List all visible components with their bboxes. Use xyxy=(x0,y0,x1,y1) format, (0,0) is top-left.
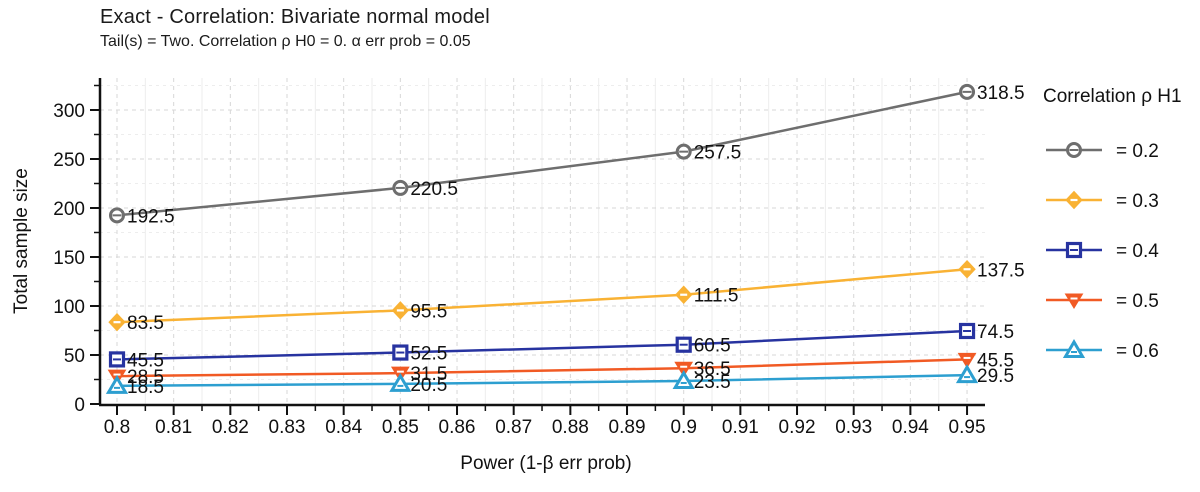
legend-item-rho-0.5: = 0.5 xyxy=(1046,291,1159,312)
data-point-label: 111.5 xyxy=(694,286,739,307)
data-point-label: 220.5 xyxy=(410,179,458,200)
x-tick-label: 0.87 xyxy=(495,417,532,438)
x-axis-title: Power (1-β err prob) xyxy=(460,453,631,474)
data-point-label: 95.5 xyxy=(410,301,447,322)
x-tick-label: 0.89 xyxy=(609,417,646,438)
triangle-up-marker xyxy=(672,370,695,389)
triangle-down-marker xyxy=(1064,293,1084,309)
data-point-label: 36.5 xyxy=(694,359,731,380)
series-line xyxy=(116,329,968,361)
x-tick-label: 0.86 xyxy=(439,417,476,438)
data-point-label: 29.5 xyxy=(977,366,1014,387)
legend-item-label: = 0.5 xyxy=(1116,291,1159,312)
triangle-down-marker xyxy=(957,352,977,369)
series-rho-0.6: 18.5 20.5 23.5 29.5 xyxy=(105,364,1014,398)
legend-title: Correlation ρ H1 xyxy=(1043,86,1182,107)
series-line xyxy=(116,373,968,388)
legend-item-label: = 0.2 xyxy=(1116,141,1159,162)
y-axis-title: Total sample size xyxy=(11,168,32,314)
legend-item-label: = 0.3 xyxy=(1116,191,1159,212)
chart-subtitle: Tail(s) = Two. Correlation ρ H0 = 0. α e… xyxy=(100,33,471,50)
x-tick-label: 0.88 xyxy=(552,417,589,438)
data-point-label: 257.5 xyxy=(694,143,742,164)
series-line xyxy=(116,358,968,378)
data-point-label: 45.5 xyxy=(977,350,1014,371)
data-point-label: 74.5 xyxy=(977,322,1014,343)
x-tick-label: 0.95 xyxy=(949,417,986,438)
data-point-label: 192.5 xyxy=(127,206,175,227)
y-tick-label: 100 xyxy=(53,297,85,318)
x-tick-label: 0.91 xyxy=(722,417,759,438)
chart-title: Exact - Correlation: Bivariate normal mo… xyxy=(100,6,490,28)
y-tick-label: 150 xyxy=(53,248,85,269)
major-gridlines xyxy=(100,78,985,405)
legend-item-rho-0.2: = 0.2 xyxy=(1046,141,1159,162)
y-tick-label: 200 xyxy=(53,199,85,220)
x-tick-label: 0.83 xyxy=(269,417,306,438)
y-tick-label: 50 xyxy=(64,346,85,367)
legend: Correlation ρ H1 = 0.2 = 0.3 = 0.4 = 0.5 = 0.… xyxy=(1043,86,1182,362)
x-tick-label: 0.84 xyxy=(325,417,362,438)
triangle-up-marker xyxy=(389,372,412,392)
triangle-down-marker xyxy=(674,361,694,378)
legend-item-rho-0.3: = 0.3 xyxy=(1046,190,1159,212)
data-point-label: 45.5 xyxy=(127,350,164,371)
series-rho-0.3: 83.5 95.5 111.5 137.5 xyxy=(108,260,1025,334)
series-rho-0.4: 45.5 52.5 60.5 74.5 xyxy=(108,322,1014,371)
triangle-up-marker xyxy=(955,364,979,384)
y-tick-label: 0 xyxy=(74,395,85,416)
x-tick-label: 0.9 xyxy=(670,417,696,438)
x-tick-label: 0.85 xyxy=(382,417,419,438)
legend-item-rho-0.4: = 0.4 xyxy=(1046,241,1159,262)
data-point-label: 28.5 xyxy=(127,367,164,388)
data-point-label: 52.5 xyxy=(410,344,447,365)
y-tick-label: 300 xyxy=(53,101,85,122)
data-point-label: 318.5 xyxy=(977,83,1025,104)
data-point-label: 137.5 xyxy=(977,260,1025,281)
axes: 0.8 0.81 0.82 0.83 0.84 0.85 0.86 0.87 0.88 0.89 0… xyxy=(11,78,986,474)
x-tick-label: 0.94 xyxy=(892,417,929,438)
data-point-label: 23.5 xyxy=(694,372,731,393)
triangle-up-marker xyxy=(105,374,129,394)
legend-item-rho-0.6: = 0.6 xyxy=(1046,339,1159,362)
y-tick-label: 250 xyxy=(53,150,85,171)
legend-item-label: = 0.6 xyxy=(1116,341,1159,362)
series-line xyxy=(116,268,968,324)
x-tick-label: 0.81 xyxy=(155,417,192,438)
data-point-label: 20.5 xyxy=(410,375,447,396)
series-line xyxy=(116,90,968,217)
data-point-label: 83.5 xyxy=(127,313,164,334)
series-rho-0.2: 192.5 220.5 257.5 318.5 xyxy=(109,83,1025,227)
data-point-label: 60.5 xyxy=(694,336,731,357)
legend-item-label: = 0.4 xyxy=(1116,241,1159,262)
data-point-label: 18.5 xyxy=(127,377,164,398)
x-tick-label: 0.92 xyxy=(779,417,816,438)
series-rho-0.5: 28.5 31.5 36.5 45.5 xyxy=(107,350,1014,388)
x-tick-label: 0.8 xyxy=(104,417,130,438)
data-point-label: 31.5 xyxy=(410,364,447,385)
triangle-up-marker xyxy=(1062,339,1086,358)
x-tick-label: 0.82 xyxy=(212,417,249,438)
x-tick-label: 0.93 xyxy=(835,417,872,438)
